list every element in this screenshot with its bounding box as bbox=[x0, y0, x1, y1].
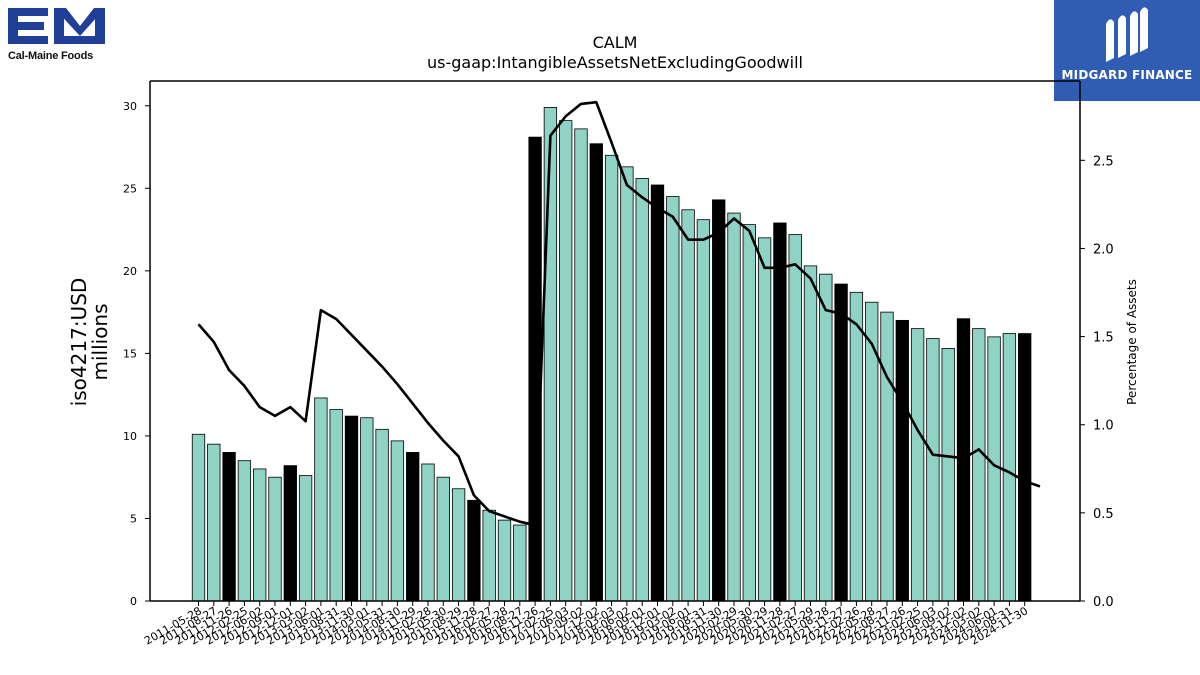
bar-2015-05-30 bbox=[436, 476, 450, 602]
y-tick-label: 30 bbox=[123, 100, 137, 113]
bar-2018-12-01 bbox=[650, 184, 665, 602]
bar-2011-05-28 bbox=[191, 433, 206, 602]
midgard-emblem-icon bbox=[1106, 7, 1148, 62]
bar-2011-11-26 bbox=[222, 452, 236, 602]
bar-2018-03-03 bbox=[604, 154, 619, 602]
bar-2012-06-02 bbox=[253, 468, 267, 602]
bar-2020-05-30 bbox=[742, 224, 756, 602]
y2-tick-label: 2.0 bbox=[1093, 242, 1114, 257]
bar-2014-11-29 bbox=[406, 452, 420, 602]
midgard-finance-logo: MIDGARD FINANCE bbox=[1054, 0, 1200, 101]
bar-2021-11-27 bbox=[834, 283, 848, 602]
bar-2017-06-03 bbox=[559, 120, 573, 602]
bar-2016-02-27 bbox=[482, 509, 496, 602]
y2-tick-label: 2.5 bbox=[1093, 154, 1114, 169]
bar-2022-11-26 bbox=[895, 319, 909, 602]
bar-series bbox=[191, 107, 1032, 602]
bar-2017-12-02 bbox=[589, 143, 603, 602]
bar-2016-11-26 bbox=[528, 136, 542, 602]
bar-2023-06-03 bbox=[926, 338, 940, 602]
y-axis-ticks: 0 5 10 15 20 25 30 bbox=[123, 100, 150, 608]
cal-maine-foods-logo: Cal-Maine Foods bbox=[8, 6, 108, 66]
bar-2011-08-27 bbox=[207, 443, 221, 602]
y-tick-label: 5 bbox=[130, 512, 137, 525]
bar-2013-03-02 bbox=[298, 475, 313, 602]
bar-2012-09-01 bbox=[268, 476, 282, 602]
bar-2024-08-31 bbox=[1002, 333, 1017, 602]
bar-2020-08-29 bbox=[757, 237, 772, 602]
bar-2013-08-31 bbox=[329, 409, 343, 602]
y-tick-label: 10 bbox=[123, 430, 137, 443]
y2-axis-ticks: 0.0 0.5 1.0 1.5 2.0 2.5 bbox=[1080, 154, 1114, 610]
y-tick-label: 25 bbox=[123, 182, 137, 195]
bar-2015-02-28 bbox=[421, 463, 435, 602]
bar-2019-08-31 bbox=[696, 219, 711, 602]
bar-2016-05-28 bbox=[497, 519, 512, 602]
chart-title: CALM bbox=[593, 33, 638, 52]
bar-2015-08-29 bbox=[451, 488, 466, 602]
bar-2016-08-27 bbox=[513, 524, 527, 602]
bar-2022-02-26 bbox=[849, 291, 864, 602]
bar-2018-09-01 bbox=[635, 177, 649, 602]
bar-2014-05-31 bbox=[375, 428, 389, 602]
bar-2022-08-27 bbox=[880, 311, 894, 602]
pct-assets-line bbox=[197, 100, 1041, 527]
bar-2021-08-28 bbox=[819, 273, 833, 602]
bar-2024-06-01 bbox=[987, 336, 1001, 602]
bar-2014-03-01 bbox=[360, 417, 374, 602]
bar-2021-05-29 bbox=[803, 265, 818, 602]
y2-tick-label: 0.0 bbox=[1093, 595, 1114, 610]
bar-2017-02-25 bbox=[543, 107, 558, 602]
bar-2023-12-02 bbox=[956, 318, 971, 602]
bar-2012-02-25 bbox=[237, 460, 252, 602]
bar-2020-11-28 bbox=[773, 222, 787, 602]
bar-2023-02-25 bbox=[910, 328, 925, 602]
cal-maine-em-mark bbox=[8, 8, 105, 44]
y-axis-label-line1: iso4217:USD bbox=[67, 278, 91, 407]
bar-2019-11-30 bbox=[712, 199, 726, 602]
bar-2017-09-02 bbox=[574, 128, 588, 602]
bar-2024-03-02 bbox=[972, 328, 986, 602]
bar-2013-06-01 bbox=[314, 397, 328, 602]
bar-2013-11-30 bbox=[344, 415, 359, 602]
bar-2015-11-28 bbox=[467, 499, 481, 602]
y2-axis-label: Percentage of Assets bbox=[1125, 279, 1139, 405]
cal-maine-foods-wordmark: Cal-Maine Foods bbox=[8, 50, 94, 62]
bar-2018-06-02 bbox=[620, 166, 634, 602]
bar-2024-11-30 bbox=[1018, 333, 1032, 602]
y2-tick-label: 1.0 bbox=[1093, 419, 1114, 434]
bar-2019-06-01 bbox=[681, 209, 695, 602]
bar-2019-03-02 bbox=[666, 196, 680, 602]
y-axis-label-line2: millions bbox=[88, 303, 112, 380]
y-tick-label: 15 bbox=[123, 347, 137, 360]
y2-tick-label: 1.5 bbox=[1093, 331, 1114, 346]
y-tick-label: 0 bbox=[130, 595, 137, 608]
bar-2023-09-02 bbox=[941, 348, 955, 602]
bar-2014-08-30 bbox=[390, 440, 405, 602]
bar-2012-12-01 bbox=[283, 465, 297, 602]
midgard-finance-wordmark: MIDGARD FINANCE bbox=[1061, 68, 1193, 82]
x-axis-ticks: 2011-05-282011-08-272011-11-262012-02-25… bbox=[142, 601, 1030, 648]
axes bbox=[149, 80, 1081, 602]
y2-tick-label: 0.5 bbox=[1093, 507, 1114, 522]
bar-2020-02-29 bbox=[727, 212, 741, 602]
bar-2021-02-27 bbox=[788, 234, 802, 602]
pct-assets-series bbox=[197, 100, 1041, 527]
y-tick-label: 20 bbox=[123, 265, 137, 278]
bar-2022-05-28 bbox=[865, 301, 879, 602]
chart-subtitle: us-gaap:IntangibleAssetsNetExcludingGood… bbox=[427, 53, 803, 72]
